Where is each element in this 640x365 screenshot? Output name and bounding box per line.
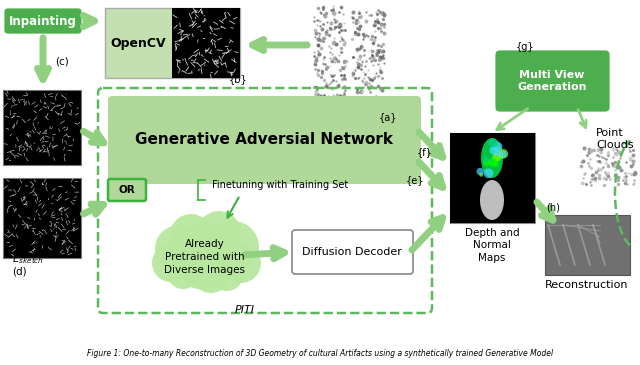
Text: Diffusion Decoder: Diffusion Decoder — [302, 247, 402, 257]
Bar — [450, 178, 535, 223]
Circle shape — [477, 168, 484, 175]
Bar — [450, 133, 535, 223]
FancyBboxPatch shape — [108, 96, 421, 184]
FancyBboxPatch shape — [494, 49, 611, 113]
Circle shape — [479, 173, 483, 177]
Bar — [3, 90, 81, 165]
Circle shape — [499, 149, 508, 159]
Circle shape — [495, 150, 500, 156]
Text: $E_{sketch}$: $E_{sketch}$ — [12, 252, 44, 266]
Circle shape — [492, 153, 501, 162]
Circle shape — [484, 168, 493, 178]
Circle shape — [170, 214, 212, 256]
Text: Depth and
Normal
Maps: Depth and Normal Maps — [465, 228, 519, 263]
Circle shape — [181, 253, 217, 289]
Text: {g}: {g} — [516, 42, 534, 52]
Circle shape — [493, 161, 499, 167]
Text: Inpainting: Inpainting — [9, 15, 77, 27]
Circle shape — [483, 159, 490, 166]
Text: PITI: PITI — [235, 305, 255, 315]
Bar — [545, 215, 630, 275]
Bar — [3, 178, 81, 258]
Circle shape — [221, 243, 261, 283]
Circle shape — [211, 259, 243, 291]
Circle shape — [489, 158, 497, 167]
Circle shape — [191, 253, 231, 293]
FancyBboxPatch shape — [292, 230, 413, 274]
Circle shape — [173, 223, 237, 287]
Text: Point
Clouds: Point Clouds — [596, 128, 634, 150]
Text: {e}: {e} — [406, 175, 424, 185]
Text: {b}: {b} — [228, 74, 248, 84]
Text: Reconstruction: Reconstruction — [545, 280, 628, 290]
Text: {a}: {a} — [379, 112, 397, 122]
Circle shape — [155, 225, 203, 273]
Circle shape — [152, 244, 190, 282]
Circle shape — [499, 151, 507, 158]
Text: Multi View
Generation: Multi View Generation — [517, 70, 587, 92]
Circle shape — [207, 221, 259, 273]
Text: (h): (h) — [546, 202, 560, 212]
Bar — [450, 133, 535, 178]
Ellipse shape — [481, 138, 503, 178]
Text: {f}: {f} — [417, 147, 433, 157]
Ellipse shape — [480, 180, 504, 220]
Circle shape — [167, 257, 199, 289]
FancyBboxPatch shape — [108, 179, 146, 201]
FancyBboxPatch shape — [3, 7, 83, 35]
Circle shape — [493, 142, 502, 152]
Bar — [172, 8, 240, 78]
Circle shape — [489, 139, 498, 147]
Text: (c): (c) — [55, 57, 68, 67]
Text: Finetuning with Training Set: Finetuning with Training Set — [212, 180, 348, 190]
Text: OpenCV: OpenCV — [110, 36, 166, 50]
Text: Figure 1: One-to-many Reconstruction of 3D Geometry of cultural Artifacts using : Figure 1: One-to-many Reconstruction of … — [87, 349, 553, 358]
Text: (d): (d) — [12, 266, 27, 276]
Bar — [105, 8, 240, 78]
Circle shape — [483, 156, 490, 162]
Text: Already
Pretrained with
Diverse Images: Already Pretrained with Diverse Images — [164, 239, 246, 275]
Circle shape — [490, 146, 499, 155]
Circle shape — [197, 211, 241, 255]
Circle shape — [488, 141, 493, 146]
Text: Generative Adversial Network: Generative Adversial Network — [135, 132, 393, 147]
Text: OR: OR — [118, 185, 136, 195]
